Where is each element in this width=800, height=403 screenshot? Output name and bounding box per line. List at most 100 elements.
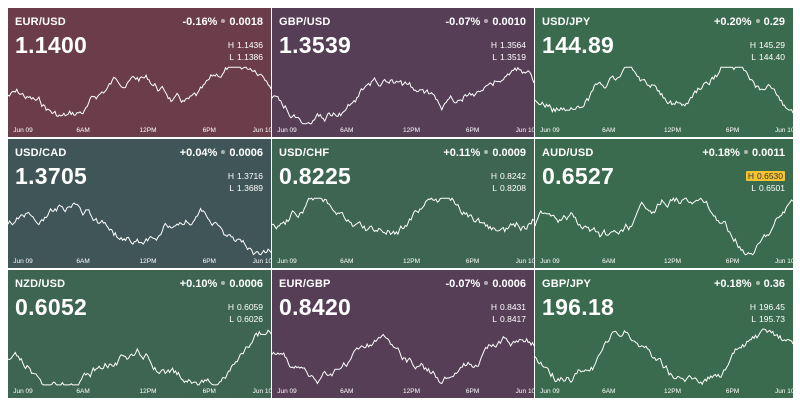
time-axis: Jun 09 6AM 12PM 6PM Jun 10 <box>535 388 793 396</box>
currency-tile-nzd-usd[interactable]: NZD/USD +0.10% 0.0006 0.6052 H 0.6059 L 0.6026 J… <box>8 270 271 398</box>
high-value: H 0.8431 <box>491 302 526 312</box>
high-number: 1.3716 <box>237 171 263 181</box>
low-value: L 1.3519 <box>492 52 526 62</box>
low-key: L <box>492 52 497 62</box>
axis-label: Jun 10 <box>252 127 271 134</box>
axis-label: 6AM <box>602 258 616 265</box>
change-info: +0.18% 0.0011 <box>702 147 785 159</box>
low-value: L 0.8417 <box>492 314 526 324</box>
separator-dot <box>755 281 760 286</box>
time-axis: Jun 09 6AM 12PM 6PM Jun 10 <box>272 258 534 266</box>
separator-dot <box>484 281 489 286</box>
low-key: L <box>229 183 234 193</box>
low-value: L 1.3689 <box>229 183 263 193</box>
high-number: 0.6530 <box>757 171 783 181</box>
change-percent: -0.07% <box>445 278 481 290</box>
price-sparkline <box>8 66 271 117</box>
pair-label: AUD/USD <box>542 147 594 159</box>
currency-tile-eur-usd[interactable]: EUR/USD -0.16% 0.0018 1.1400 H 1.1436 L 1.1386 J… <box>8 8 271 137</box>
axis-label: Jun 10 <box>774 388 793 395</box>
currency-tile-eur-gbp[interactable]: EUR/GBP -0.07% 0.0006 0.8420 H 0.8431 L 0.8417 J… <box>272 270 534 398</box>
axis-label: 6PM <box>725 388 740 395</box>
axis-label: Jun 09 <box>277 388 297 395</box>
change-info: +0.10% 0.0006 <box>180 278 263 290</box>
low-key: L <box>751 52 756 62</box>
axis-label: 12PM <box>403 388 420 395</box>
currency-tile-usd-chf[interactable]: USD/CHF +0.11% 0.0009 0.8225 H 0.8242 L 0.8208 J… <box>272 139 534 268</box>
price-sparkline <box>535 328 793 386</box>
price-value: 1.1400 <box>15 32 88 58</box>
sparkline-path <box>8 202 271 256</box>
change-info: +0.18% 0.36 <box>714 278 785 290</box>
sparkline-path <box>272 66 534 125</box>
axis-label: 6PM <box>465 258 480 265</box>
low-value: L 0.6501 <box>751 183 785 193</box>
time-axis: Jun 09 6AM 12PM 6PM Jun 10 <box>8 127 271 135</box>
low-value: L 195.73 <box>751 314 785 324</box>
sparkline-path <box>272 197 534 236</box>
axis-label: Jun 10 <box>515 127 534 134</box>
axis-label: 6PM <box>725 127 740 134</box>
axis-label: 6PM <box>465 388 480 395</box>
axis-label: 12PM <box>664 258 681 265</box>
pair-label: EUR/USD <box>15 16 66 28</box>
axis-label: 6PM <box>202 388 216 395</box>
time-axis: Jun 09 6AM 12PM 6PM Jun 10 <box>8 258 271 266</box>
axis-label: Jun 10 <box>252 388 271 395</box>
high-number: 1.1436 <box>237 40 263 50</box>
pair-label: USD/JPY <box>542 16 591 28</box>
separator-dot <box>221 150 226 155</box>
high-value: H 1.1436 <box>228 40 263 50</box>
time-axis: Jun 09 6AM 12PM 6PM Jun 10 <box>272 127 534 135</box>
axis-label: Jun 09 <box>540 258 560 265</box>
high-key: H <box>490 302 497 312</box>
high-number: 1.3564 <box>500 40 526 50</box>
pair-label: USD/CHF <box>279 147 330 159</box>
axis-label: 6PM <box>202 127 216 134</box>
price-value: 196.18 <box>542 294 615 320</box>
price-value: 1.3705 <box>15 163 88 189</box>
currency-tile-aud-usd[interactable]: AUD/USD +0.18% 0.0011 0.6527 H 0.6530 L 0.6501 J… <box>535 139 793 268</box>
axis-label: Jun 09 <box>13 127 33 134</box>
high-key: H <box>747 171 754 181</box>
low-value: L 0.6026 <box>229 314 263 324</box>
price-value: 144.89 <box>542 32 615 58</box>
price-sparkline <box>272 333 534 385</box>
axis-label: 6AM <box>602 127 616 134</box>
currency-tile-usd-cad[interactable]: USD/CAD +0.04% 0.0006 1.3705 H 1.3716 L 1.3689 J… <box>8 139 271 268</box>
change-percent: +0.04% <box>179 147 218 159</box>
axis-label: 6AM <box>76 127 90 134</box>
price-value: 0.8225 <box>279 163 352 189</box>
high-key: H <box>749 302 756 312</box>
low-number: 195.73 <box>759 314 785 324</box>
pair-label: USD/CAD <box>15 147 67 159</box>
axis-label: Jun 09 <box>13 258 33 265</box>
sparkline-path <box>8 329 271 386</box>
currency-tile-usd-jpy[interactable]: USD/JPY +0.20% 0.29 144.89 H 145.29 L 144.40 Jun… <box>535 8 793 137</box>
axis-label: 6AM <box>340 258 354 265</box>
high-value: H 1.3564 <box>491 40 526 50</box>
currency-tile-gbp-usd[interactable]: GBP/USD -0.07% 0.0010 1.3539 H 1.3564 L 1.3519 J… <box>272 8 534 137</box>
change-absolute: 0.29 <box>763 16 785 28</box>
change-absolute: 0.0006 <box>492 278 526 290</box>
axis-label: 6PM <box>725 258 740 265</box>
low-number: 1.3689 <box>237 183 263 193</box>
change-absolute: 0.0006 <box>229 147 263 159</box>
low-key: L <box>492 314 497 324</box>
axis-label: 12PM <box>139 388 157 395</box>
currency-tile-gbp-jpy[interactable]: GBP/JPY +0.18% 0.36 196.18 H 196.45 L 195.73 Jun… <box>535 270 793 398</box>
change-absolute: 0.0011 <box>751 147 785 159</box>
high-key: H <box>227 171 234 181</box>
high-number: 0.8242 <box>500 171 526 181</box>
change-percent: +0.10% <box>179 278 218 290</box>
low-number: 0.6501 <box>759 183 785 193</box>
change-percent: +0.11% <box>443 147 481 159</box>
axis-label: Jun 09 <box>540 388 560 395</box>
high-key: H <box>749 40 756 50</box>
change-absolute: 0.0009 <box>492 147 526 159</box>
change-absolute: 0.0006 <box>229 278 263 290</box>
high-number: 0.8431 <box>500 302 526 312</box>
axis-label: 12PM <box>664 127 681 134</box>
axis-label: 6AM <box>76 388 90 395</box>
